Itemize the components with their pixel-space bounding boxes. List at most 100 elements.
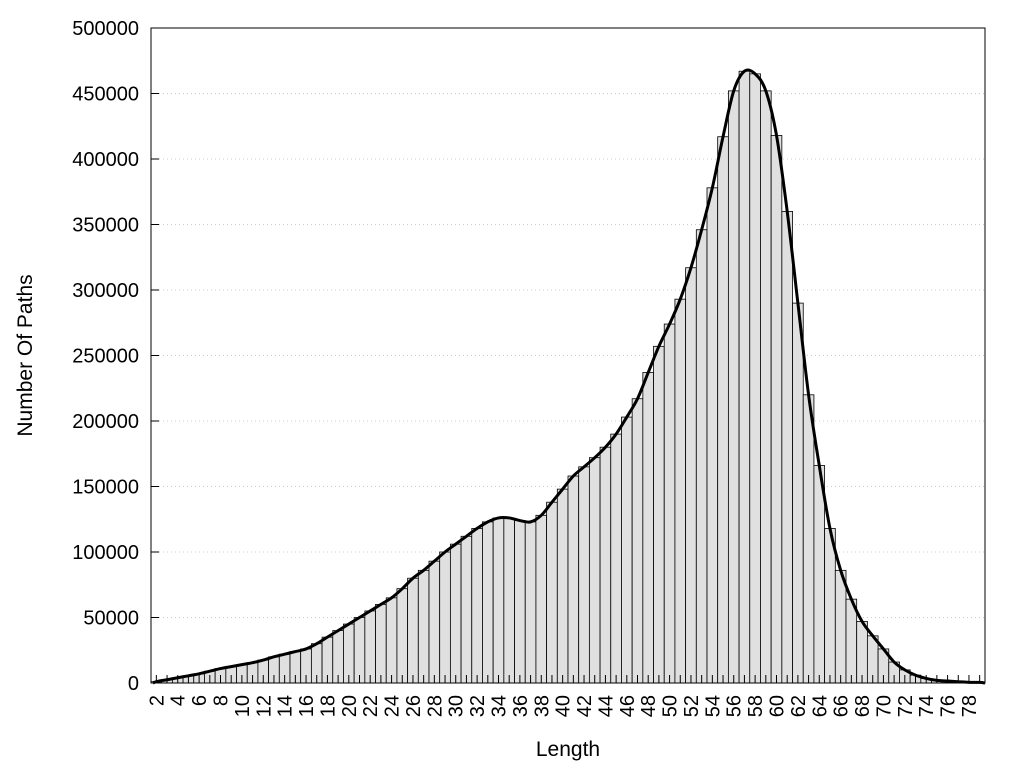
x-tick-label: 10 <box>232 695 254 717</box>
bar-length-39 <box>546 501 558 684</box>
x-axis-title: Length <box>536 738 600 761</box>
x-tick-label: 36 <box>510 695 532 717</box>
x-tick-label: 46 <box>617 695 639 717</box>
bar-length-37 <box>524 521 537 684</box>
x-tick-label: 14 <box>275 695 297 717</box>
y-tick-label: 450000 <box>72 84 139 106</box>
y-axis-title: Number Of Paths <box>14 274 37 436</box>
y-tick-label: 50000 <box>83 608 139 630</box>
y-tick-label: 300000 <box>72 280 139 302</box>
bar-length-68 <box>856 621 868 684</box>
bar-length-40 <box>556 488 569 684</box>
bar-length-42 <box>578 466 590 684</box>
y-axis-ticks: 0 50000 100000 150000 200000 250000 300000 3500… <box>72 18 159 695</box>
bar-length-50 <box>663 323 676 684</box>
x-tick-label: 28 <box>424 695 446 717</box>
x-tick-label: 50 <box>660 695 682 717</box>
bars <box>150 70 986 684</box>
y-tick-label: 500000 <box>72 18 139 40</box>
bar-length-23 <box>375 604 387 684</box>
bar-length-49 <box>653 345 665 684</box>
x-tick-label: 6 <box>189 695 211 706</box>
bar-length-53 <box>695 229 708 684</box>
bar-length-33 <box>482 521 494 684</box>
bar-length-60 <box>770 135 783 684</box>
x-tick-label: 76 <box>938 695 960 717</box>
x-tick-label: 18 <box>317 695 339 717</box>
x-tick-label: 64 <box>809 695 831 717</box>
bar-length-46 <box>621 416 633 684</box>
density-curve <box>152 68 986 685</box>
x-tick-label: 42 <box>574 695 596 717</box>
bar-length-47 <box>631 398 644 684</box>
x-tick-label: 56 <box>724 695 746 717</box>
bar-length-63 <box>802 394 815 684</box>
bar-length-24 <box>385 597 398 684</box>
x-tick-label: 66 <box>831 695 853 717</box>
bar-length-67 <box>845 598 858 684</box>
x-tick-label: 48 <box>638 695 660 717</box>
x-tick-label: 8 <box>211 695 233 706</box>
bar-length-21 <box>353 617 366 684</box>
y-tick-label: 350000 <box>72 215 139 237</box>
x-tick-label: 2 <box>146 695 168 706</box>
bar-length-35 <box>503 517 515 684</box>
bar-length-52 <box>685 267 697 684</box>
bar-length-38 <box>535 514 548 684</box>
bar-length-57 <box>738 70 751 684</box>
bar-length-59 <box>760 90 772 684</box>
bar-length-41 <box>567 475 580 684</box>
x-tick-label: 72 <box>895 695 917 717</box>
y-tick-label: 150000 <box>72 477 139 499</box>
bar-length-43 <box>588 457 601 684</box>
x-axis-ticks: 2 4 6 8 10 12 14 16 18 20 22 24 26 28 30 32 34 36 38 40 42 44… <box>146 675 981 717</box>
x-tick-label: 54 <box>702 695 724 717</box>
x-tick-label: 62 <box>788 695 810 717</box>
bar-length-31 <box>460 535 473 684</box>
x-tick-label: 30 <box>446 695 468 717</box>
bar-length-30 <box>449 543 462 684</box>
bar-length-45 <box>610 433 622 684</box>
bar-length-58 <box>749 73 761 684</box>
bar-length-32 <box>471 528 483 684</box>
bar-length-56 <box>727 90 740 684</box>
bar-length-22 <box>364 610 376 684</box>
x-tick-label: 40 <box>553 695 575 717</box>
bar-length-26 <box>407 577 419 684</box>
bar-length-54 <box>706 187 719 684</box>
x-tick-label: 52 <box>681 695 703 717</box>
bar-length-64 <box>813 465 826 684</box>
x-tick-label: 26 <box>403 695 425 717</box>
x-tick-label: 38 <box>531 695 553 717</box>
x-tick-label: 44 <box>595 695 617 717</box>
bar-length-29 <box>439 551 451 684</box>
y-tick-label: 400000 <box>72 149 139 171</box>
y-tick-label: 200000 <box>72 411 139 433</box>
x-tick-label: 4 <box>168 695 190 706</box>
x-tick-label: 58 <box>745 695 767 717</box>
bar-length-34 <box>492 517 505 684</box>
x-tick-label: 34 <box>489 695 511 717</box>
bar-length-66 <box>834 569 847 684</box>
y-tick-label: 250000 <box>72 346 139 368</box>
bar-length-28 <box>428 560 441 684</box>
bar-length-20 <box>343 623 355 684</box>
y-tick-label: 100000 <box>72 542 139 564</box>
bar-length-25 <box>396 588 409 684</box>
x-tick-label: 70 <box>873 695 895 717</box>
bar-length-36 <box>514 520 526 684</box>
x-tick-label: 22 <box>360 695 382 717</box>
bar-length-27 <box>417 569 430 684</box>
x-tick-label: 68 <box>852 695 874 717</box>
bar-length-62 <box>792 302 804 684</box>
y-tick-label: 0 <box>128 673 139 695</box>
x-tick-label: 78 <box>959 695 981 717</box>
x-tick-label: 32 <box>467 695 489 717</box>
x-tick-label: 74 <box>916 695 938 717</box>
x-tick-label: 20 <box>339 695 361 717</box>
x-tick-label: 60 <box>767 695 789 717</box>
bar-length-61 <box>781 210 793 684</box>
bar-length-51 <box>674 298 687 684</box>
bar-length-65 <box>824 528 836 684</box>
